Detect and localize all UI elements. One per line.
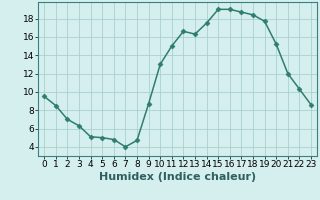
X-axis label: Humidex (Indice chaleur): Humidex (Indice chaleur): [99, 172, 256, 182]
